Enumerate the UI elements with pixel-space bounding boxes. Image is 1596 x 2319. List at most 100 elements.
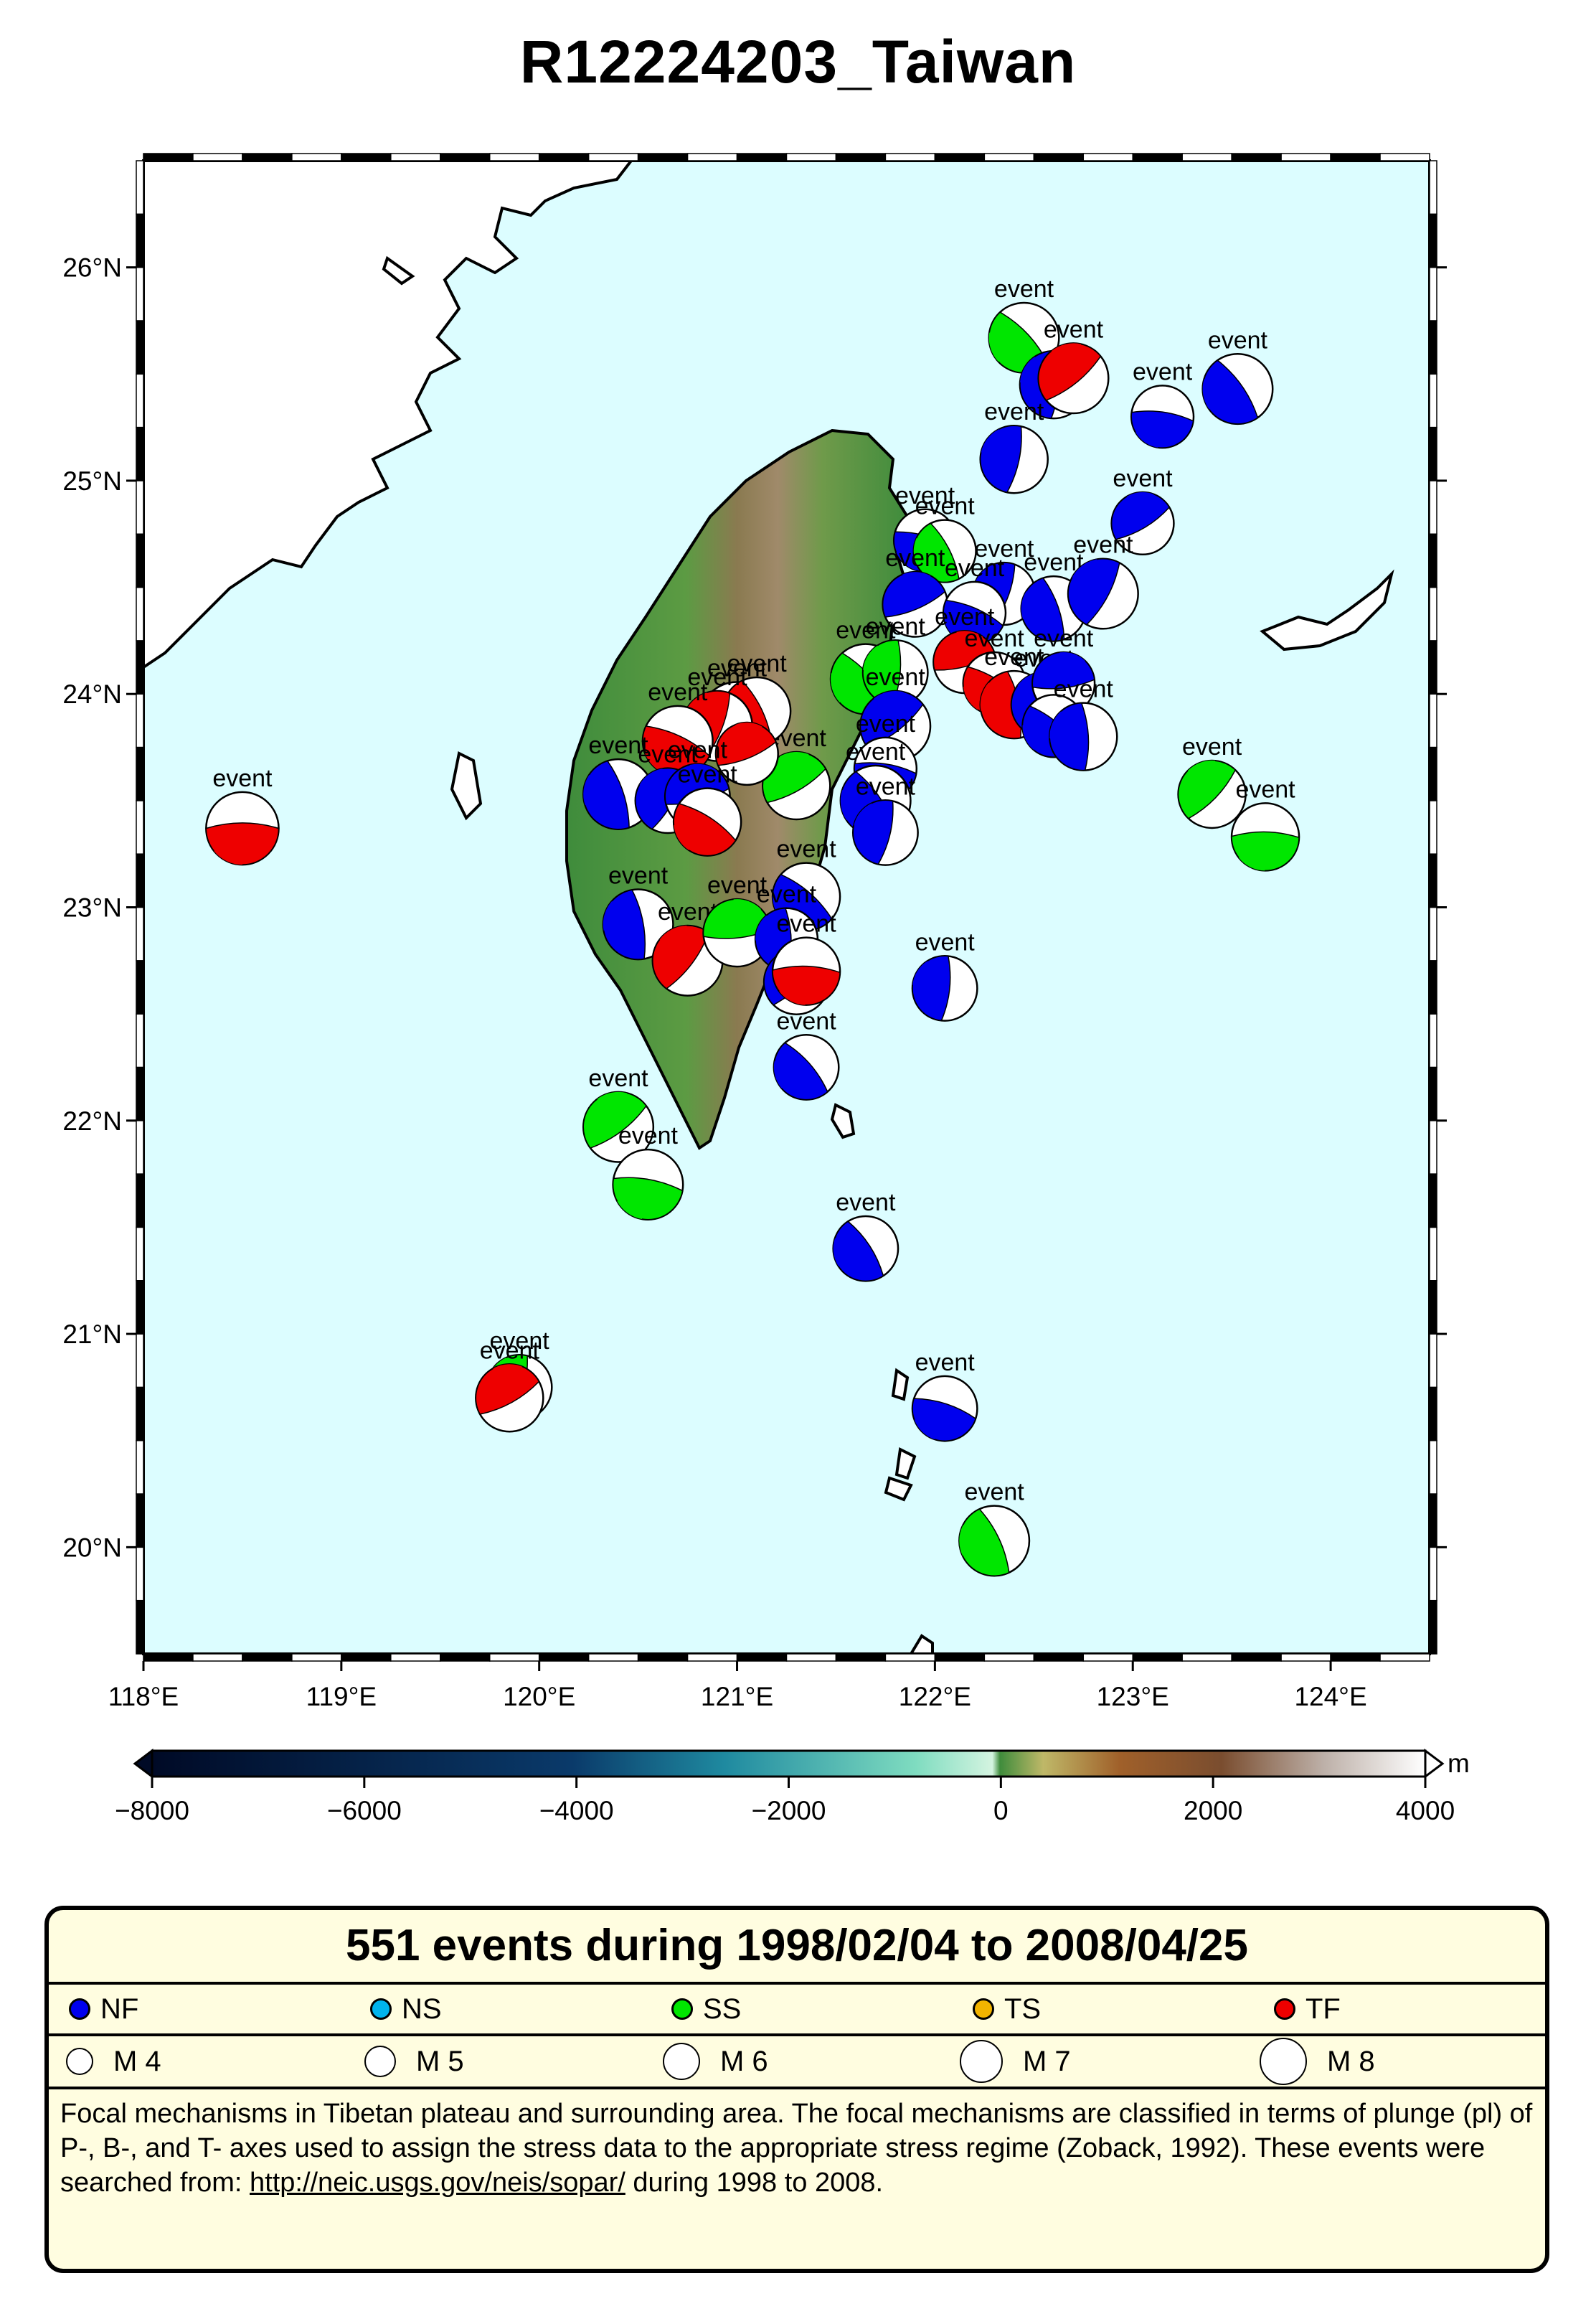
event-beachball[interactable]: event: [979, 398, 1049, 494]
description-text-1: Focal mechanisms in Tibetan plateau and …: [60, 2099, 1533, 2198]
source-link[interactable]: http://neic.usgs.gov/neis/sopar/: [250, 2168, 625, 2198]
event-label: event: [856, 773, 916, 800]
event-beachball[interactable]: event: [1230, 776, 1300, 872]
frame-tick-left: [136, 1226, 144, 1281]
event-beachball[interactable]: event: [882, 545, 949, 638]
frame-tick-top: [538, 153, 590, 161]
event-beachball[interactable]: event: [475, 1337, 544, 1433]
frame-tick-top: [884, 153, 936, 161]
event-label: event: [212, 765, 273, 792]
event-label: event: [1113, 465, 1173, 492]
beachball-compression-wedge: [779, 752, 809, 786]
event-beachball[interactable]: event: [911, 928, 978, 1022]
event-beachball[interactable]: event: [958, 1479, 1031, 1577]
event-beachball[interactable]: event: [612, 1122, 684, 1221]
frame-tick-bottom: [291, 1653, 342, 1662]
event-beachball[interactable]: event: [832, 1189, 899, 1282]
frame-tick-left: [136, 373, 144, 428]
event-label: event: [984, 398, 1044, 425]
frame-tick-left: [136, 693, 144, 748]
beachball-compression-wedge: [1059, 652, 1086, 684]
event-beachball[interactable]: event: [1110, 465, 1175, 556]
beachball-compression-wedge: [1126, 491, 1154, 524]
frame-tick-left: [136, 1280, 144, 1335]
frame-tick-top: [983, 153, 1035, 161]
frame-tick-right: [1429, 746, 1437, 801]
event-label: event: [490, 1327, 550, 1355]
event-label: event: [638, 741, 698, 768]
frame-tick-left: [136, 1493, 144, 1548]
event-beachball[interactable]: event: [1130, 358, 1195, 449]
event-label: event: [1208, 326, 1268, 354]
lat-tick-label: 24°N: [62, 679, 122, 709]
frame-tick-top: [291, 153, 342, 161]
event-label: event: [846, 738, 906, 766]
mag-circle-icon: [66, 2048, 93, 2075]
event-beachball[interactable]: event: [582, 1065, 655, 1163]
lon-tick-label: 121°E: [701, 1682, 773, 1711]
event-label: event: [1235, 776, 1295, 803]
frame-tick-bottom: [637, 1653, 689, 1662]
frame-tick-bottom: [1132, 1653, 1183, 1662]
event-beachball[interactable]: event: [1201, 326, 1274, 425]
event-label: event: [480, 1337, 540, 1364]
event-beachball[interactable]: event: [602, 862, 674, 961]
frame-tick-top: [390, 153, 441, 161]
beachball-compression-wedge: [674, 822, 708, 851]
frame-tick-top: [242, 153, 293, 161]
event-beachball[interactable]: event: [205, 765, 280, 866]
lat-tick-label: 23°N: [62, 893, 122, 923]
frame-tick-right: [1429, 426, 1437, 481]
lon-tick-label: 124°E: [1294, 1682, 1366, 1711]
event-beachball[interactable]: event: [582, 732, 655, 830]
beachball-compression-wedge: [597, 1091, 628, 1127]
frame-tick-left: [136, 426, 144, 481]
beachball-compression-wedge: [854, 803, 886, 833]
event-beachball[interactable]: event: [861, 613, 929, 706]
beachball-compression-wedge: [755, 916, 787, 941]
event-beachball[interactable]: event: [1067, 532, 1139, 630]
beachball-compression-wedge: [833, 1238, 866, 1266]
event-beachball[interactable]: [714, 721, 779, 786]
event-beachball[interactable]: event: [1177, 733, 1247, 829]
event-label: event: [915, 493, 976, 520]
frame-tick-right: [1429, 1280, 1437, 1335]
event-beachball[interactable]: event: [1037, 316, 1110, 415]
event-label: event: [776, 911, 836, 938]
beachball-compression-wedge: [773, 1061, 807, 1089]
babuyan-islands: [884, 1476, 913, 1502]
event-beachball[interactable]: event: [641, 679, 714, 777]
frame-tick-bottom: [1181, 1653, 1232, 1662]
event-beachball[interactable]: event: [672, 761, 742, 857]
beachball-compression-wedge: [617, 1184, 648, 1220]
frame-tick-top: [785, 153, 837, 161]
frame-tick-top: [1231, 153, 1282, 161]
beachball-compression-wedge: [981, 429, 1014, 460]
frame-tick-right: [1429, 1226, 1437, 1281]
legend-mag-label: M 7: [1023, 2045, 1071, 2077]
event-beachball[interactable]: event: [773, 1007, 840, 1101]
event-beachball[interactable]: event: [1031, 625, 1096, 715]
event-beachball[interactable]: event: [702, 872, 772, 968]
frame-tick-top: [1082, 153, 1133, 161]
beachball-compression-wedge: [639, 768, 668, 801]
beachball-compression-wedge: [1022, 725, 1054, 751]
event-beachball[interactable]: event: [851, 773, 919, 866]
frame-tick-top: [587, 153, 639, 161]
ts-swatch-icon: [973, 1998, 994, 2020]
lat-tick-label: 22°N: [62, 1106, 122, 1136]
frame-tick-right: [1429, 1120, 1437, 1175]
event-beachball[interactable]: event: [771, 911, 841, 1006]
event-beachball[interactable]: event: [1049, 676, 1118, 771]
beachball-compression-wedge: [1049, 711, 1084, 739]
description-text-2: during 1998 to 2008.: [625, 2168, 884, 2198]
frame-tick-bottom: [390, 1653, 441, 1662]
event-beachball[interactable]: event: [912, 493, 977, 583]
lon-tick-label: 120°E: [503, 1682, 575, 1711]
mag-circle-icon: [364, 2046, 396, 2077]
event-beachball[interactable]: event: [911, 1349, 978, 1442]
frame-tick-right: [1429, 373, 1437, 428]
event-label: event: [1133, 358, 1193, 385]
beachball-compression-wedge: [912, 961, 945, 989]
map[interactable]: eventeventeventeventeventeventeventevent…: [0, 0, 1596, 1837]
